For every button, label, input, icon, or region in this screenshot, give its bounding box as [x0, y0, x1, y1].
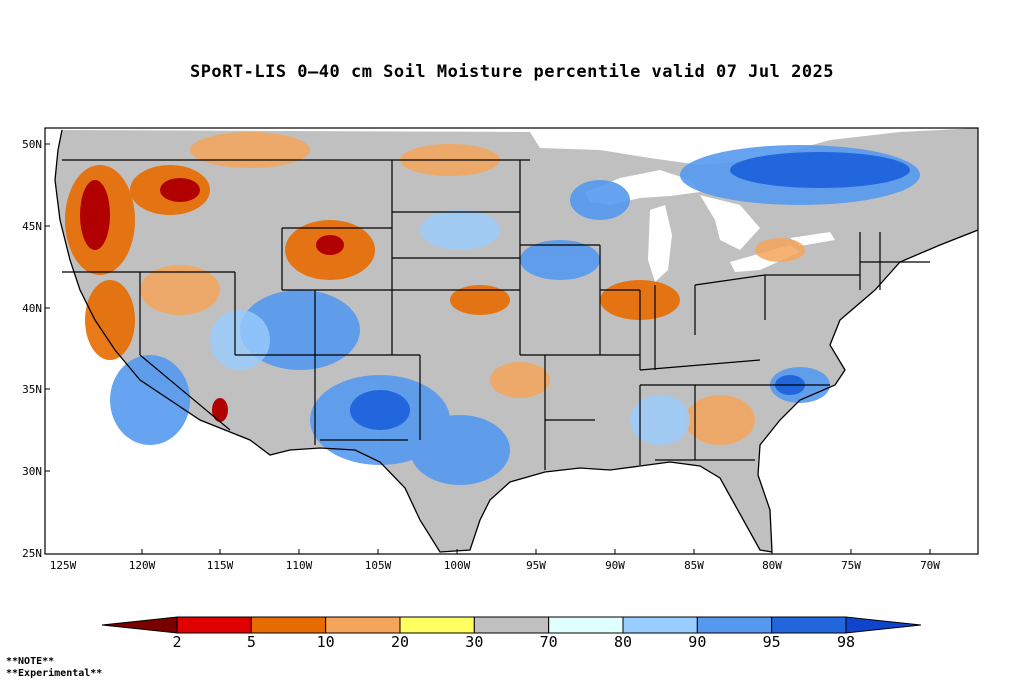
colorbar-label: 2 [172, 633, 181, 651]
lon-label: 105W [365, 559, 392, 572]
colorbar-label: 10 [317, 633, 335, 651]
colorbar-segment [473, 616, 550, 634]
colorbar-segment [771, 616, 847, 634]
colorbar-label: 80 [614, 633, 632, 651]
coastline [54, 129, 978, 553]
colorbar-label: 5 [247, 633, 256, 651]
lat-label: 50N [22, 138, 42, 151]
lon-label: 100W [444, 559, 471, 572]
lat-label: 35N [22, 383, 42, 396]
lon-label: 110W [286, 559, 313, 572]
soil-moisture-map: 50N 45N 40N 35N 30N 25N 125W 120W 115W 1… [22, 127, 979, 572]
colorbar-segment [696, 616, 773, 634]
colorbar-label: 30 [465, 633, 483, 651]
colorbar-lower-extension [101, 616, 178, 634]
note-label: **NOTE** [6, 656, 55, 667]
lake-michigan [648, 205, 672, 282]
lake-huron [700, 195, 760, 250]
very-dry-patches [80, 178, 344, 422]
map-frame [44, 127, 979, 555]
lat-label: 25N [22, 547, 42, 560]
experimental-label: **Experimental** [6, 668, 103, 679]
lon-label: 75W [841, 559, 861, 572]
lat-label: 40N [22, 302, 42, 315]
lon-label: 90W [605, 559, 625, 572]
colorbar-segment [622, 616, 698, 634]
lon-label: 70W [920, 559, 940, 572]
longitude-tick-marks [141, 549, 931, 554]
colorbar-label: 95 [763, 633, 781, 651]
lon-label: 120W [129, 559, 156, 572]
state-borders [62, 159, 930, 470]
latitude-labels: 50N 45N 40N 35N 30N 25N [22, 138, 42, 560]
lon-label: 125W [50, 559, 77, 572]
colorbar-label: 98 [837, 633, 855, 651]
colorbar-segment [250, 616, 327, 634]
lon-label: 95W [526, 559, 546, 572]
very-wet-patches [350, 152, 910, 430]
longitude-labels: 125W 120W 115W 110W 105W 100W 95W 90W 85… [50, 559, 941, 572]
colorbar-segment [548, 616, 624, 634]
colorbar-label: 90 [688, 633, 706, 651]
colorbar-segment [325, 616, 401, 634]
lat-label: 30N [22, 465, 42, 478]
lake-ontario [790, 232, 835, 246]
colorbar-segment [176, 616, 252, 634]
colorbar-label: 70 [540, 633, 558, 651]
latitude-tick-marks [45, 143, 50, 472]
lon-label: 115W [207, 559, 234, 572]
colorbar-upper-extension [845, 616, 922, 634]
lon-label: 85W [684, 559, 704, 572]
map-title: SPoRT-LIS 0–40 cm Soil Moisture percenti… [189, 62, 835, 82]
lat-label: 45N [22, 220, 42, 233]
lon-label: 80W [762, 559, 782, 572]
colorbar-label: 20 [391, 633, 409, 651]
colorbar-segment [399, 616, 475, 634]
